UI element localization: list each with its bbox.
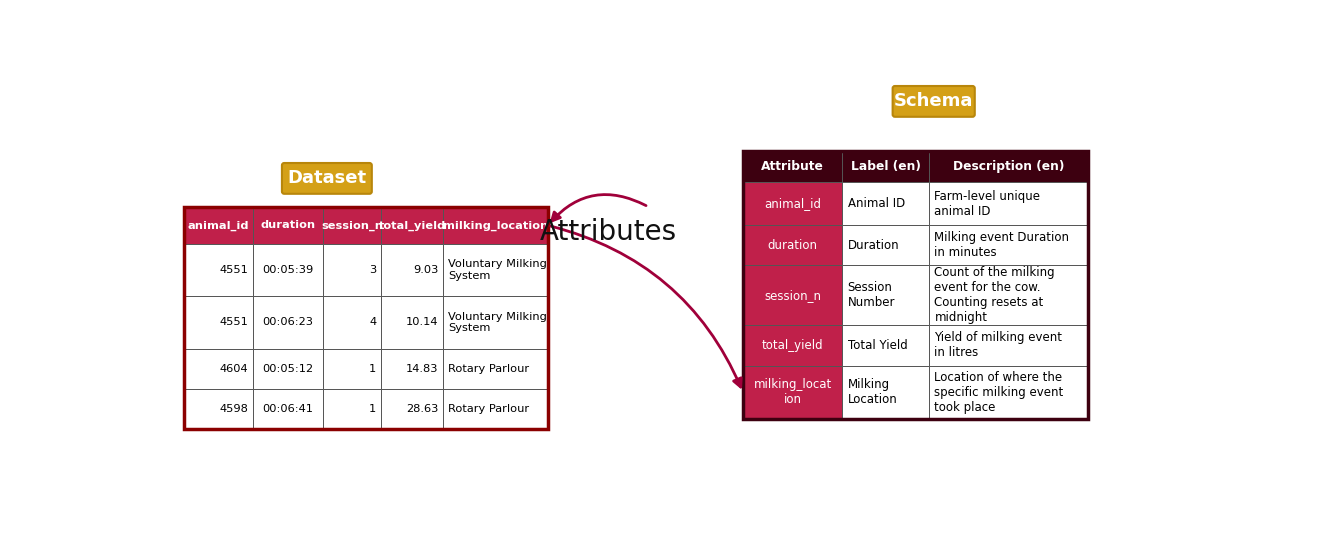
Text: Milking
Location: Milking Location xyxy=(848,379,898,407)
Bar xyxy=(382,349,444,389)
Bar xyxy=(323,349,382,389)
Bar xyxy=(743,265,843,325)
Text: Milking event Duration
in minutes: Milking event Duration in minutes xyxy=(934,231,1070,259)
Bar xyxy=(843,366,929,419)
Bar xyxy=(444,207,548,244)
Text: Farm-level unique
animal ID: Farm-level unique animal ID xyxy=(934,190,1040,218)
Text: 1: 1 xyxy=(370,404,376,413)
Text: milking_locat
ion: milking_locat ion xyxy=(754,379,832,407)
Text: 4551: 4551 xyxy=(219,317,249,328)
Text: 00:05:12: 00:05:12 xyxy=(262,364,313,374)
Bar xyxy=(444,296,548,349)
Text: 4551: 4551 xyxy=(219,265,249,275)
Text: 14.83: 14.83 xyxy=(406,364,438,374)
Bar xyxy=(444,244,548,296)
Text: duration: duration xyxy=(261,220,316,230)
Bar xyxy=(253,296,323,349)
Bar xyxy=(743,151,843,182)
Bar xyxy=(929,325,1087,366)
Text: 1: 1 xyxy=(370,364,376,374)
Text: Session
Number: Session Number xyxy=(848,281,895,309)
Bar xyxy=(323,296,382,349)
Text: Animal ID: Animal ID xyxy=(848,197,905,211)
Text: total_yield: total_yield xyxy=(762,339,824,352)
Bar xyxy=(253,349,323,389)
Text: 3: 3 xyxy=(370,265,376,275)
Text: Label (en): Label (en) xyxy=(851,161,921,173)
FancyBboxPatch shape xyxy=(892,86,974,117)
Text: Yield of milking event
in litres: Yield of milking event in litres xyxy=(934,331,1063,359)
Text: animal_id: animal_id xyxy=(765,197,821,211)
Text: Attribute: Attribute xyxy=(761,161,824,173)
Text: Location of where the
specific milking event
took place: Location of where the specific milking e… xyxy=(934,371,1063,414)
Bar xyxy=(743,151,1087,419)
Text: Description (en): Description (en) xyxy=(953,161,1064,173)
Text: Count of the milking
event for the cow.
Counting resets at
midnight: Count of the milking event for the cow. … xyxy=(934,266,1055,324)
Text: Rotary Parlour: Rotary Parlour xyxy=(448,364,530,374)
Text: session_n: session_n xyxy=(321,220,383,230)
Text: total_yield: total_yield xyxy=(379,220,446,230)
Bar xyxy=(843,325,929,366)
Bar xyxy=(929,366,1087,419)
Bar xyxy=(843,151,929,182)
Text: Rotary Parlour: Rotary Parlour xyxy=(448,404,530,413)
Bar xyxy=(323,389,382,429)
Bar xyxy=(253,244,323,296)
Bar xyxy=(184,207,548,429)
Text: 00:05:39: 00:05:39 xyxy=(262,265,313,275)
Bar xyxy=(382,296,444,349)
Bar xyxy=(253,389,323,429)
Bar xyxy=(184,244,253,296)
Text: Attributes: Attributes xyxy=(540,219,677,246)
Bar xyxy=(184,296,253,349)
Bar xyxy=(929,226,1087,265)
Text: Voluntary Milking
System: Voluntary Milking System xyxy=(448,259,547,281)
Text: 28.63: 28.63 xyxy=(406,404,438,413)
Bar xyxy=(323,244,382,296)
Bar xyxy=(929,151,1087,182)
Bar xyxy=(184,207,253,244)
Text: 4: 4 xyxy=(370,317,376,328)
Text: animal_id: animal_id xyxy=(188,220,249,230)
FancyBboxPatch shape xyxy=(282,163,372,194)
Text: 10.14: 10.14 xyxy=(406,317,438,328)
Text: 4604: 4604 xyxy=(220,364,249,374)
Bar xyxy=(382,244,444,296)
Text: Total Yield: Total Yield xyxy=(848,339,907,352)
Bar xyxy=(743,366,843,419)
Bar xyxy=(253,207,323,244)
Bar xyxy=(843,182,929,226)
Bar xyxy=(743,226,843,265)
Text: Duration: Duration xyxy=(848,239,899,252)
Text: duration: duration xyxy=(767,239,817,252)
Bar xyxy=(382,207,444,244)
Text: 00:06:23: 00:06:23 xyxy=(262,317,313,328)
Bar xyxy=(444,389,548,429)
Bar xyxy=(184,349,253,389)
Bar xyxy=(382,389,444,429)
Bar xyxy=(323,207,382,244)
Bar xyxy=(843,226,929,265)
Text: milking_location: milking_location xyxy=(442,220,548,230)
Text: Schema: Schema xyxy=(894,92,973,111)
Text: Dataset: Dataset xyxy=(288,169,367,187)
Bar xyxy=(743,182,843,226)
Bar xyxy=(929,265,1087,325)
Text: 00:06:41: 00:06:41 xyxy=(262,404,313,413)
Bar xyxy=(743,325,843,366)
Text: 4598: 4598 xyxy=(219,404,249,413)
Text: Voluntary Milking
System: Voluntary Milking System xyxy=(448,311,547,333)
Bar xyxy=(444,349,548,389)
Bar xyxy=(929,182,1087,226)
Text: 9.03: 9.03 xyxy=(413,265,438,275)
Bar xyxy=(843,265,929,325)
Bar xyxy=(184,389,253,429)
Text: session_n: session_n xyxy=(765,289,821,302)
